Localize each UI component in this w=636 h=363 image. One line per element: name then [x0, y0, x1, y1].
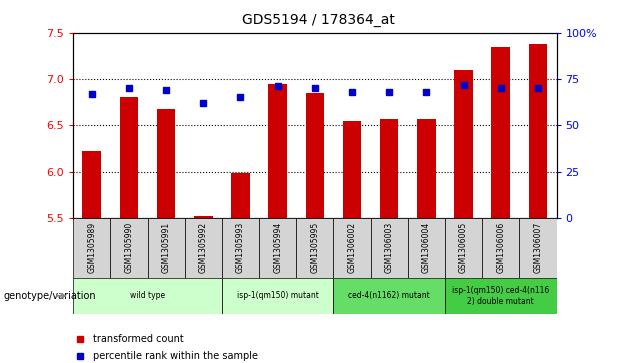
Bar — [482, 218, 520, 278]
Text: GSM1305992: GSM1305992 — [199, 222, 208, 273]
Text: transformed count: transformed count — [93, 334, 184, 344]
Bar — [492, 46, 510, 218]
Bar — [371, 218, 408, 278]
Bar — [148, 218, 184, 278]
Bar — [222, 218, 259, 278]
Text: GSM1305994: GSM1305994 — [273, 222, 282, 273]
Text: GDS5194 / 178364_at: GDS5194 / 178364_at — [242, 13, 394, 27]
Text: GSM1306003: GSM1306003 — [385, 222, 394, 273]
Bar — [520, 218, 556, 278]
Bar — [83, 151, 101, 218]
Bar — [222, 278, 333, 314]
Bar — [343, 121, 361, 218]
Text: wild type: wild type — [130, 291, 165, 300]
Bar — [157, 110, 176, 218]
Text: GSM1305993: GSM1305993 — [236, 222, 245, 273]
Bar — [445, 278, 556, 314]
Bar — [333, 218, 371, 278]
Bar — [120, 98, 138, 218]
Bar — [333, 278, 445, 314]
Bar — [454, 70, 473, 218]
Bar — [445, 218, 482, 278]
Text: GSM1306006: GSM1306006 — [496, 222, 505, 273]
Bar — [110, 218, 148, 278]
Bar — [231, 174, 250, 218]
Bar — [259, 218, 296, 278]
Text: GSM1306004: GSM1306004 — [422, 222, 431, 273]
Bar — [296, 218, 333, 278]
Text: percentile rank within the sample: percentile rank within the sample — [93, 351, 258, 361]
Text: genotype/variation: genotype/variation — [3, 291, 96, 301]
Text: GSM1306007: GSM1306007 — [534, 222, 543, 273]
Bar — [529, 44, 547, 218]
Bar — [194, 216, 212, 218]
Text: GSM1305991: GSM1305991 — [162, 222, 170, 273]
Bar — [417, 119, 436, 218]
Text: ced-4(n1162) mutant: ced-4(n1162) mutant — [349, 291, 430, 300]
Text: isp-1(qm150) mutant: isp-1(qm150) mutant — [237, 291, 319, 300]
Bar — [408, 218, 445, 278]
Text: GSM1305990: GSM1305990 — [125, 222, 134, 273]
Text: GSM1306002: GSM1306002 — [347, 222, 357, 273]
Bar — [73, 278, 222, 314]
Text: GSM1305995: GSM1305995 — [310, 222, 319, 273]
Bar — [184, 218, 222, 278]
Text: GSM1306005: GSM1306005 — [459, 222, 468, 273]
Text: isp-1(qm150) ced-4(n116
2) double mutant: isp-1(qm150) ced-4(n116 2) double mutant — [452, 286, 550, 306]
Bar — [73, 218, 110, 278]
Text: GSM1305989: GSM1305989 — [87, 222, 96, 273]
Bar — [380, 119, 399, 218]
Bar — [305, 93, 324, 218]
Bar — [268, 83, 287, 218]
